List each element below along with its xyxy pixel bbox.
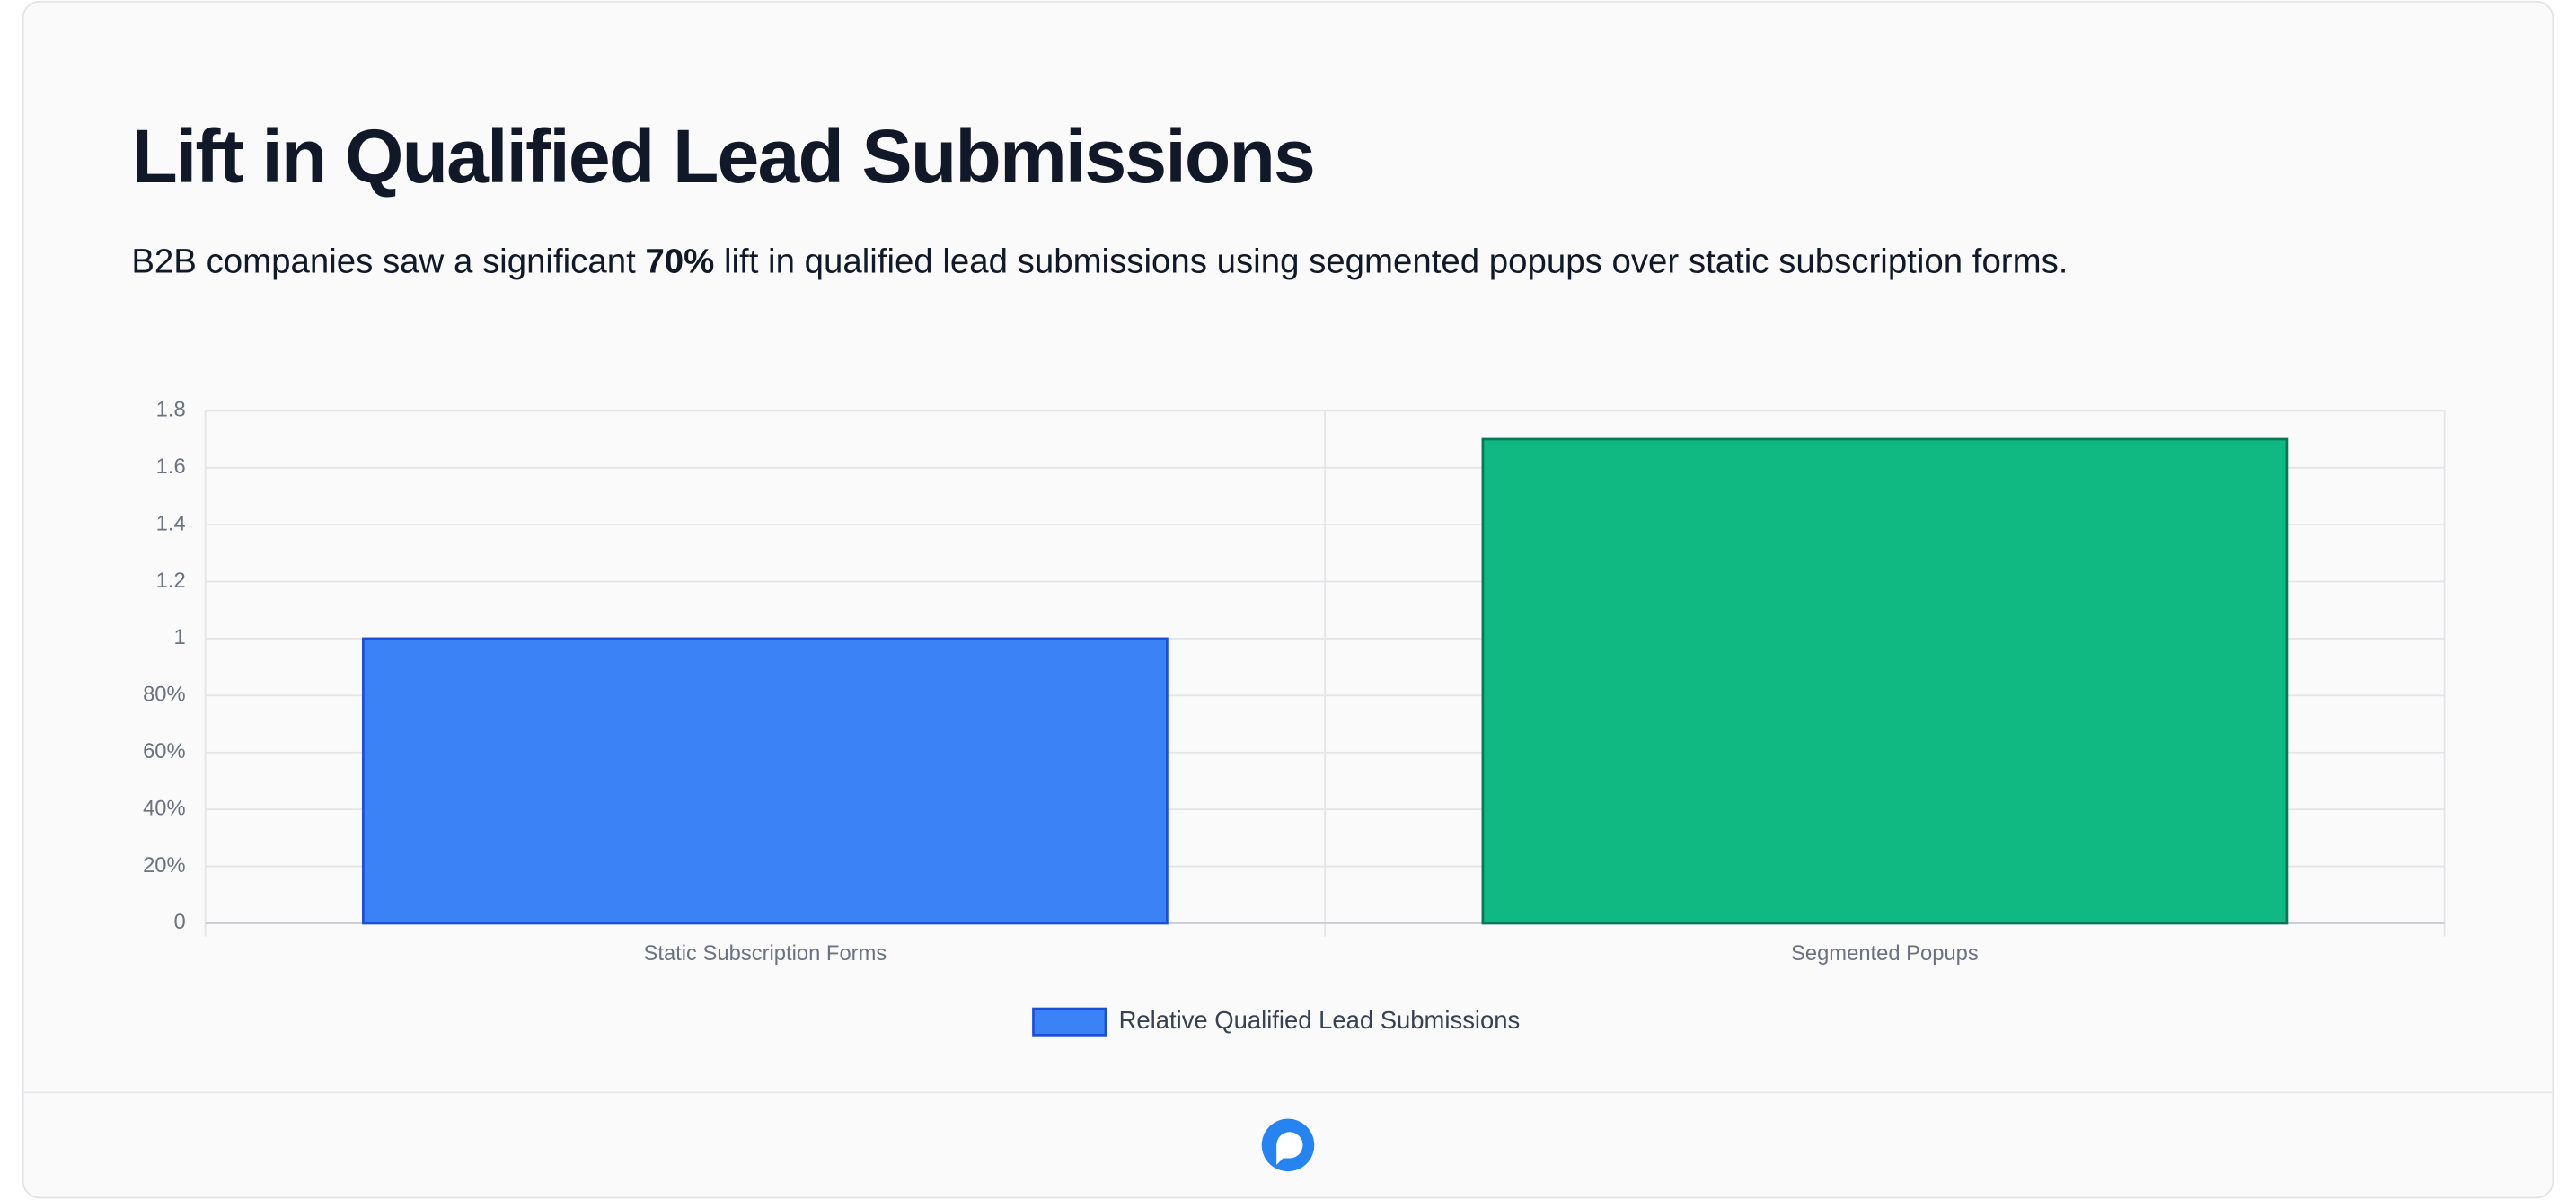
y-tick-label: 80% [143,683,186,707]
y-tick-label: 0 [173,910,185,934]
y-tick-label: 60% [143,739,186,763]
x-tick-label: Static Subscription Forms [644,941,887,966]
y-tick-label: 1 [173,625,185,649]
bar [1481,437,2289,925]
y-tick-label: 40% [143,796,186,820]
chart-title: Lift in Qualified Lead Submissions [131,114,1314,199]
logo [1261,1118,1315,1172]
subtitle-part: lift in qualified lead submissions using… [714,243,2068,281]
y-tick-label: 20% [143,853,186,878]
bar [362,637,1169,925]
y-tick-label: 1.6 [156,454,186,479]
chart-subtitle: B2B companies saw a significant 70% lift… [131,243,2068,281]
legend-swatch [1032,1007,1107,1037]
y-tick-label: 1.8 [156,398,186,422]
subtitle-highlight: 70% [645,243,714,281]
legend-label: Relative Qualified Lead Submissions [1119,1006,1521,1034]
y-tick-label: 1.2 [156,569,186,593]
x-tick-label: Segmented Popups [1791,941,1979,966]
subtitle-part: B2B companies saw a significant [131,243,645,281]
y-tick-label: 1.4 [156,511,186,535]
